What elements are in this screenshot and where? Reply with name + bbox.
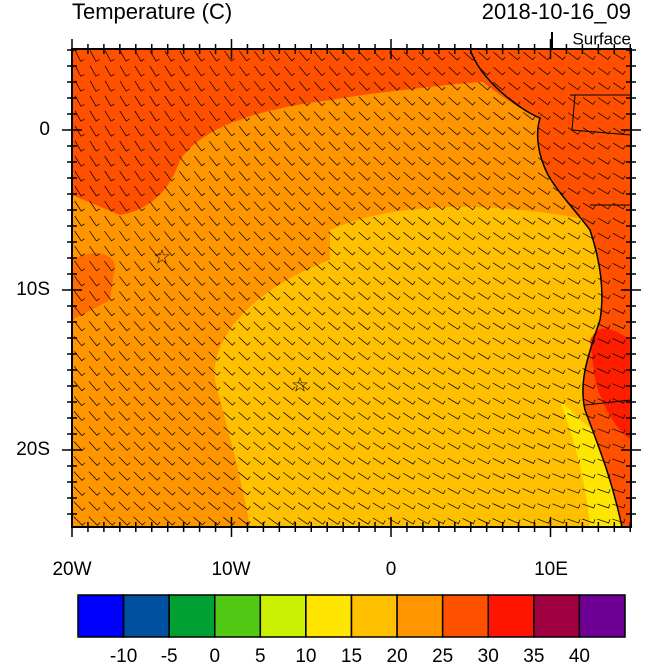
field-cool [214,206,631,527]
map-frame [71,48,632,528]
colorbar-label: 25 [432,646,453,667]
colorbar-label: 20 [387,646,408,667]
field-warm [72,49,631,215]
lon-label: 20W [52,559,91,580]
level: Surface [572,29,631,48]
lon-label: 10E [534,559,568,580]
colorbar-box [533,594,581,638]
colorbar-label: 0 [209,646,220,667]
colorbar-label: 35 [523,646,544,667]
temperature-field [72,49,631,527]
colorbar-box [122,594,170,638]
title: Temperature (C) [72,0,232,24]
colorbar-box [305,594,353,638]
lon-label: 0 [386,559,397,580]
colorbar-box [214,594,262,638]
colorbar-label: 40 [569,646,590,667]
wind-barbs [73,50,626,526]
colorbar-label: -5 [161,646,178,667]
colorbar-box [396,594,444,638]
colorbar-box [350,594,398,638]
land-hot [590,328,631,440]
colorbar-box [578,594,626,638]
land [470,49,631,527]
colorbar-box [487,594,535,638]
star-marker: ☆ [153,246,171,268]
time: 2018-10-16_09 [482,0,631,24]
field-coolest [560,400,631,527]
colorbar-label: 5 [255,646,266,667]
colorbar-box [77,594,125,638]
lat-label: 0 [39,119,50,140]
colorbar-box [259,594,307,638]
colorbar-label: 15 [341,646,362,667]
colorbar-box [168,594,216,638]
colorbar-label: 30 [478,646,499,667]
lat-label: 10S [16,279,50,300]
axis-ticks [62,39,641,537]
colorbar-label: 10 [295,646,316,667]
colorbar-box [441,594,489,638]
colorbar: -10 -5 0 5 10 15 20 25 30 35 40 [77,594,626,667]
lon-label: 10W [211,559,250,580]
colorbar-label: -10 [110,646,137,667]
lat-label: 20S [16,439,50,460]
star-marker: ☆ [291,374,309,396]
